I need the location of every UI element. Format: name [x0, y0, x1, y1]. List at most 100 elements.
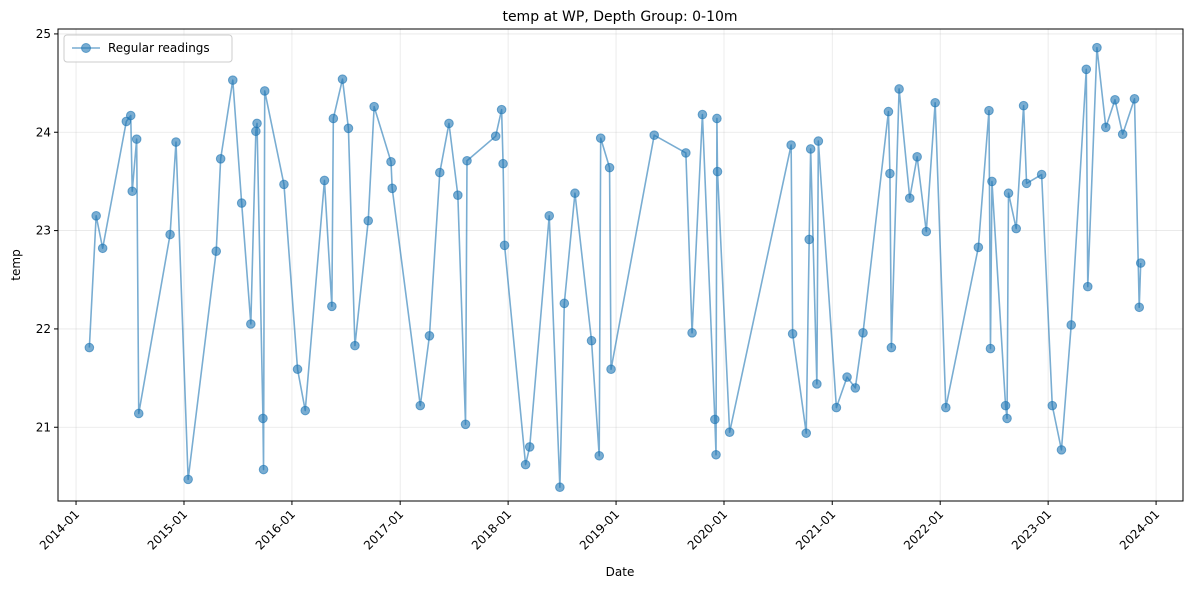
data-point [387, 183, 397, 194]
data-point [712, 166, 723, 177]
x-tick-label: 2015-01 [145, 507, 190, 552]
data-point [941, 402, 951, 413]
data-point [885, 168, 895, 179]
x-tick-label: 2016-01 [253, 507, 298, 552]
data-point [258, 413, 268, 424]
data-point [251, 126, 261, 137]
data-point [91, 211, 101, 221]
data-point [424, 331, 435, 341]
data-point [1021, 178, 1032, 189]
data-point [594, 450, 605, 461]
data-point [804, 234, 814, 245]
data-point [1135, 258, 1146, 268]
data-point [171, 137, 181, 147]
data-point [1011, 223, 1022, 234]
y-axis: 21 22 23 24 25 [36, 27, 58, 434]
data-point [499, 240, 510, 251]
data-point [292, 364, 303, 375]
data-point [786, 140, 796, 150]
data-point [363, 215, 374, 226]
data-point [894, 84, 904, 94]
data-point [236, 198, 247, 208]
data-point [520, 459, 531, 470]
x-tick-label: 2021-01 [793, 507, 838, 552]
data-point [724, 427, 735, 437]
data-point [1117, 129, 1128, 140]
data-point [812, 379, 822, 389]
data-point [453, 190, 463, 200]
data-point [710, 414, 720, 425]
data-point [886, 342, 897, 353]
data-point [921, 226, 932, 237]
data-point [524, 442, 535, 452]
data-point [697, 109, 708, 120]
data-point [133, 408, 144, 419]
data-point [183, 474, 193, 485]
data-point [595, 133, 606, 143]
data-point [1047, 400, 1058, 411]
data-point [386, 156, 396, 167]
data-point [604, 162, 615, 173]
data-point [1129, 94, 1140, 104]
data-point [1003, 188, 1014, 199]
legend-marker-swatch [81, 43, 91, 53]
data-point [850, 383, 861, 393]
data-point [350, 340, 360, 351]
data-point [912, 152, 922, 162]
data-point [131, 134, 142, 144]
data-point [279, 179, 289, 190]
data-point [125, 110, 136, 121]
data-point [1036, 169, 1047, 180]
data-point [415, 400, 426, 411]
data-point [444, 118, 454, 129]
data-point [1082, 281, 1093, 292]
data-point [904, 193, 915, 203]
y-tick-label: 22 [36, 322, 51, 336]
data-point [337, 74, 348, 84]
x-tick-label: 2019-01 [577, 507, 622, 552]
plot-frame [57, 28, 1184, 502]
y-tick-label: 24 [36, 125, 51, 139]
data-point [1101, 122, 1111, 133]
data-point [555, 482, 565, 493]
data-point [343, 123, 354, 134]
data-point [987, 176, 997, 187]
data-point [252, 118, 262, 129]
x-tick-label: 2018-01 [469, 507, 514, 552]
data-point [858, 328, 868, 338]
data-point [1066, 320, 1077, 330]
x-tick-label: 2023-01 [1009, 507, 1054, 552]
series-point-layer [84, 42, 1146, 493]
x-tick-label: 2024-01 [1117, 507, 1162, 552]
data-point [327, 301, 337, 312]
data-point [1056, 445, 1067, 455]
data-point [498, 158, 508, 169]
data-point [319, 175, 330, 186]
data-point [606, 364, 616, 375]
y-axis-label: temp [9, 249, 23, 280]
data-point [246, 319, 256, 329]
data-point [462, 155, 472, 166]
data-point [369, 101, 379, 112]
data-point [813, 136, 824, 146]
data-point [460, 419, 471, 430]
x-axis: 2014-01 2015-01 2016-01 2017-01 2018-01 2019-… [37, 501, 1162, 553]
data-point [805, 144, 816, 154]
x-tick-label: 2014-01 [37, 507, 82, 552]
data-point [1002, 413, 1012, 424]
data-point [559, 298, 570, 309]
data-point [930, 97, 940, 108]
data-point [435, 167, 445, 178]
series-line-layer [88, 46, 1142, 489]
x-tick-label: 2022-01 [901, 507, 946, 552]
data-point [649, 130, 660, 140]
data-point [211, 246, 222, 257]
grid [58, 29, 1183, 501]
data-point [831, 402, 842, 413]
data-point [215, 154, 226, 164]
data-point [586, 335, 597, 346]
data-point [711, 449, 721, 460]
data-point [496, 104, 507, 115]
data-point [984, 105, 994, 116]
